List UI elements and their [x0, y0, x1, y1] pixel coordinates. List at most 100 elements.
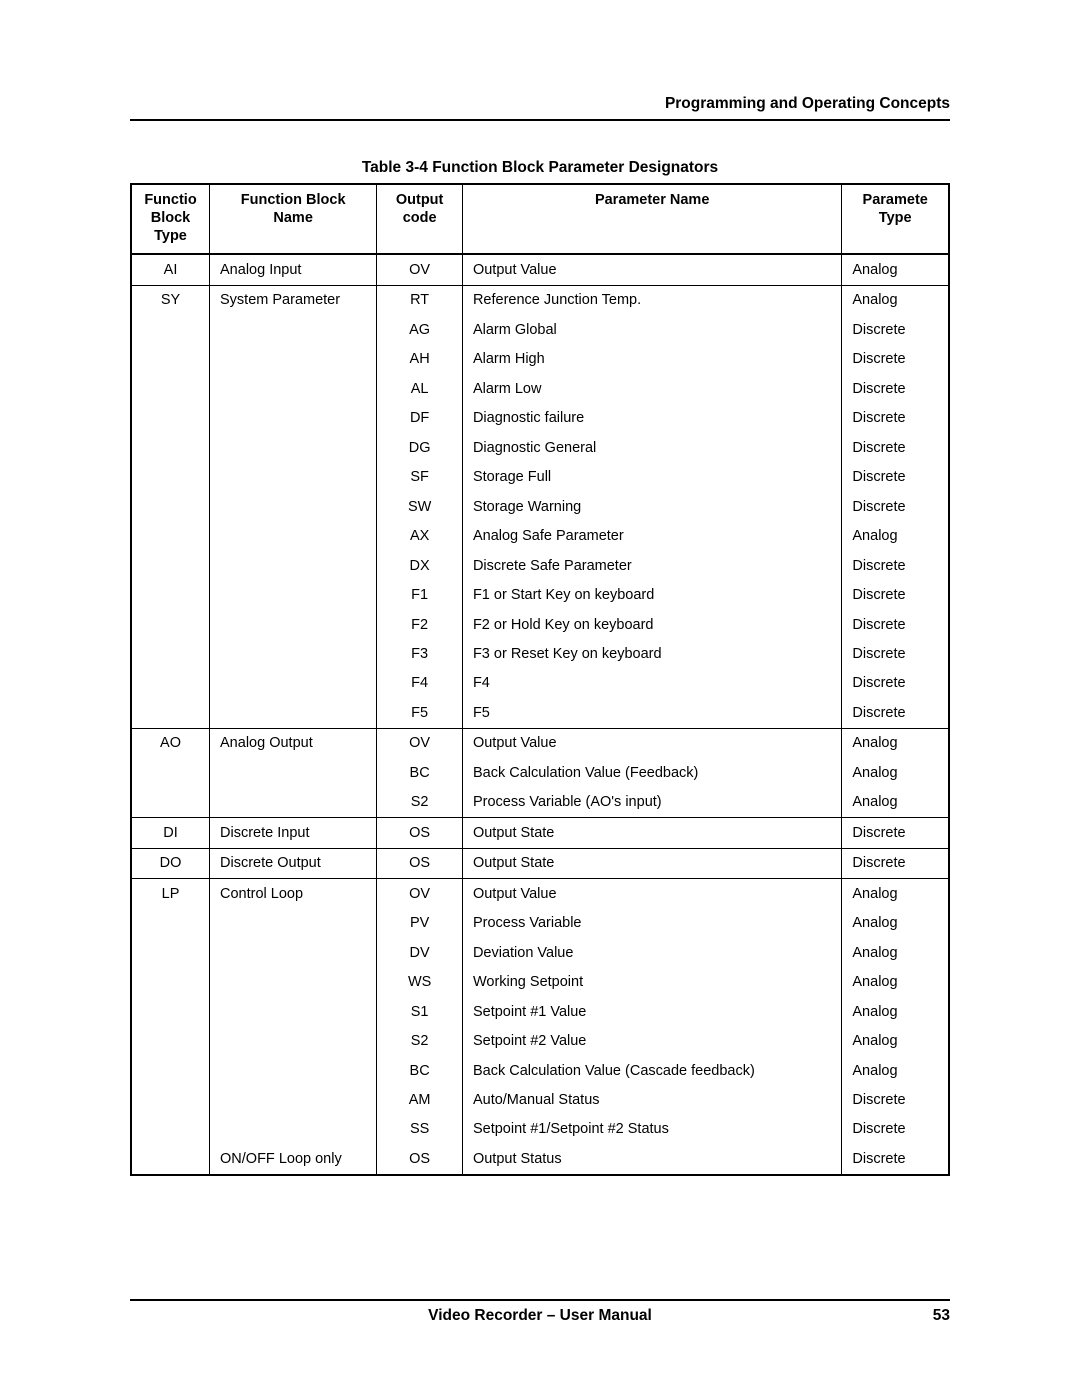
cell-ptype: Discrete — [842, 315, 948, 344]
cell-fbn — [210, 345, 377, 374]
cell-ptype: Discrete — [842, 698, 948, 728]
table-row: SWStorage WarningDiscrete — [132, 492, 948, 521]
col-header-fbn: Function BlockName — [210, 185, 377, 254]
cell-code: OS — [377, 818, 463, 848]
footer-manual-title: Video Recorder – User Manual — [180, 1307, 900, 1325]
cell-code: F1 — [377, 581, 463, 610]
cell-fbt — [132, 610, 210, 639]
cell-code: OS — [377, 1144, 463, 1173]
table-row: S2Setpoint #2 ValueAnalog — [132, 1027, 948, 1056]
cell-code: DV — [377, 938, 463, 967]
cell-ptype: Analog — [842, 254, 948, 285]
cell-ptype: Analog — [842, 1027, 948, 1056]
cell-fbn — [210, 788, 377, 818]
cell-ptype: Discrete — [842, 551, 948, 580]
cell-code: AH — [377, 345, 463, 374]
cell-code: S2 — [377, 1027, 463, 1056]
table-row: F2F2 or Hold Key on keyboardDiscrete — [132, 610, 948, 639]
cell-pname: F3 or Reset Key on keyboard — [462, 639, 841, 668]
table-row: AXAnalog Safe ParameterAnalog — [132, 522, 948, 551]
cell-code: WS — [377, 968, 463, 997]
cell-ptype: Discrete — [842, 1115, 948, 1144]
table-row: DXDiscrete Safe ParameterDiscrete — [132, 551, 948, 580]
cell-code: SS — [377, 1115, 463, 1144]
cell-ptype: Discrete — [842, 1144, 948, 1173]
cell-ptype: Analog — [842, 285, 948, 315]
cell-pname: Setpoint #2 Value — [462, 1027, 841, 1056]
cell-code: SW — [377, 492, 463, 521]
cell-fbt — [132, 639, 210, 668]
cell-code: AM — [377, 1086, 463, 1115]
cell-fbt — [132, 315, 210, 344]
cell-ptype: Discrete — [842, 492, 948, 521]
cell-fbn — [210, 758, 377, 787]
table-row: AIAnalog InputOVOutput ValueAnalog — [132, 254, 948, 285]
cell-code: AX — [377, 522, 463, 551]
cell-fbn — [210, 1115, 377, 1144]
cell-fbt: LP — [132, 879, 210, 909]
table-row: F3F3 or Reset Key on keyboardDiscrete — [132, 639, 948, 668]
cell-fbt — [132, 997, 210, 1026]
cell-fbn — [210, 968, 377, 997]
cell-fbt — [132, 1115, 210, 1144]
cell-pname: Alarm Global — [462, 315, 841, 344]
cell-code: AG — [377, 315, 463, 344]
cell-code: F3 — [377, 639, 463, 668]
cell-fbt — [132, 1144, 210, 1173]
cell-pname: Output State — [462, 848, 841, 878]
cell-fbt — [132, 788, 210, 818]
cell-fbn: Control Loop — [210, 879, 377, 909]
cell-ptype: Analog — [842, 938, 948, 967]
table-row: AOAnalog OutputOVOutput ValueAnalog — [132, 728, 948, 758]
cell-pname: F1 or Start Key on keyboard — [462, 581, 841, 610]
cell-fbn — [210, 1056, 377, 1085]
cell-fbt — [132, 758, 210, 787]
cell-fbn — [210, 610, 377, 639]
page-footer: Video Recorder – User Manual 53 — [130, 1299, 950, 1325]
col-header-ptype: ParameteType — [842, 185, 948, 254]
cell-fbn — [210, 581, 377, 610]
cell-fbn — [210, 522, 377, 551]
cell-code: F2 — [377, 610, 463, 639]
cell-ptype: Analog — [842, 968, 948, 997]
cell-fbn — [210, 1027, 377, 1056]
cell-ptype: Discrete — [842, 639, 948, 668]
cell-ptype: Discrete — [842, 610, 948, 639]
table-row: SYSystem ParameterRTReference Junction T… — [132, 285, 948, 315]
cell-ptype: Analog — [842, 758, 948, 787]
cell-pname: Diagnostic General — [462, 433, 841, 462]
cell-fbt — [132, 698, 210, 728]
cell-ptype: Discrete — [842, 463, 948, 492]
cell-pname: Storage Full — [462, 463, 841, 492]
cell-fbt: AO — [132, 728, 210, 758]
cell-pname: F2 or Hold Key on keyboard — [462, 610, 841, 639]
table-row: BCBack Calculation Value (Feedback)Analo… — [132, 758, 948, 787]
cell-pname: Process Variable (AO's input) — [462, 788, 841, 818]
cell-code: BC — [377, 1056, 463, 1085]
cell-pname: Analog Safe Parameter — [462, 522, 841, 551]
cell-fbt — [132, 1056, 210, 1085]
table-row: ON/OFF Loop onlyOSOutput StatusDiscrete — [132, 1144, 948, 1173]
table-row: DVDeviation ValueAnalog — [132, 938, 948, 967]
table-row: S2Process Variable (AO's input)Analog — [132, 788, 948, 818]
cell-fbt — [132, 404, 210, 433]
cell-fbn — [210, 463, 377, 492]
cell-fbn: Discrete Input — [210, 818, 377, 848]
cell-pname: Output Value — [462, 728, 841, 758]
col-header-fbt: FunctioBlockType — [132, 185, 210, 254]
cell-code: S2 — [377, 788, 463, 818]
cell-pname: Working Setpoint — [462, 968, 841, 997]
cell-fbn — [210, 639, 377, 668]
cell-fbt: DO — [132, 848, 210, 878]
cell-fbt — [132, 938, 210, 967]
cell-pname: F4 — [462, 669, 841, 698]
cell-fbn — [210, 492, 377, 521]
cell-code: OV — [377, 879, 463, 909]
cell-code: F4 — [377, 669, 463, 698]
cell-pname: Setpoint #1/Setpoint #2 Status — [462, 1115, 841, 1144]
cell-fbn — [210, 669, 377, 698]
cell-pname: Alarm High — [462, 345, 841, 374]
cell-fbt — [132, 1027, 210, 1056]
cell-pname: Auto/Manual Status — [462, 1086, 841, 1115]
cell-fbn — [210, 315, 377, 344]
